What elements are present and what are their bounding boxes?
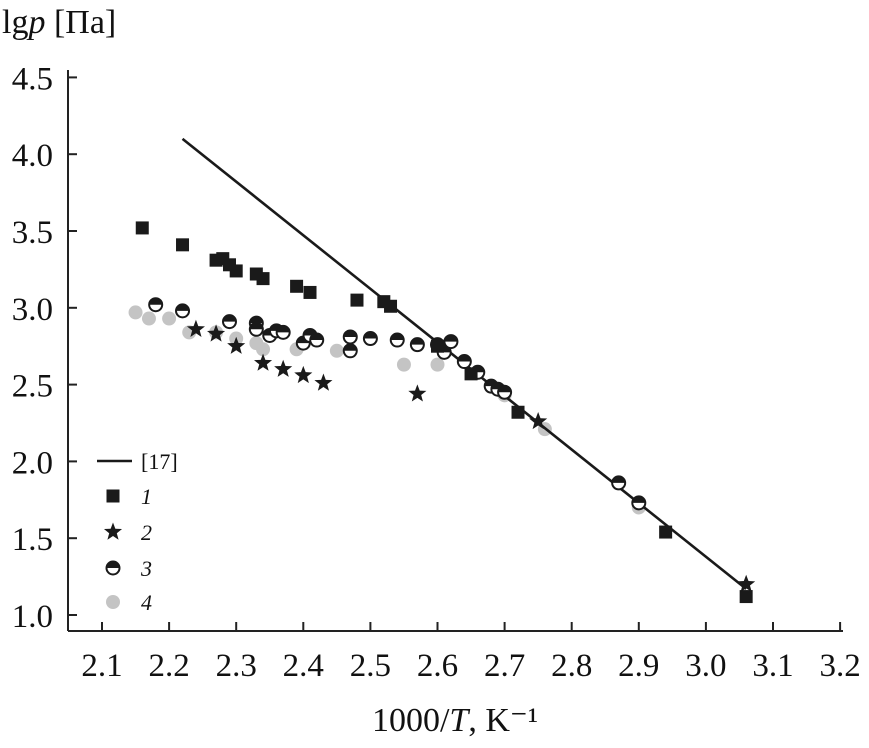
series-1-point — [290, 279, 304, 293]
series-2-point — [737, 574, 756, 592]
y-tick-label: 3.0 — [12, 292, 53, 328]
series-1-point — [229, 264, 243, 278]
series-1-point — [511, 405, 525, 419]
series-1-point — [431, 339, 444, 353]
series-4-point — [256, 342, 271, 357]
series-1-point — [135, 221, 149, 235]
x-tick-label: 2.3 — [216, 648, 257, 684]
plot-area — [128, 137, 756, 604]
legend-marker-swatch — [106, 489, 120, 503]
legend-label: 2 — [141, 520, 152, 545]
legend-marker-swatch — [103, 522, 123, 540]
x-tick-label: 2.5 — [350, 648, 391, 684]
series-1-point — [739, 590, 753, 604]
series-2-point — [227, 336, 246, 354]
series-1-group — [135, 221, 753, 604]
y-tick-label: 4.0 — [12, 138, 53, 174]
series-1-point — [350, 293, 364, 307]
x-axis-title: 1000/T, K⁻¹ — [372, 702, 538, 739]
legend-item: 4 — [106, 590, 152, 615]
series-4-group — [128, 305, 646, 515]
series-4-point — [430, 357, 445, 372]
series-3-point — [362, 331, 378, 347]
y-tick-label: 1.0 — [12, 599, 53, 635]
legend-item: 1 — [106, 484, 152, 509]
legend-marker-swatch — [106, 595, 120, 609]
series-1-point — [384, 299, 398, 313]
legend-label: 4 — [141, 590, 152, 615]
series-3-point — [611, 475, 627, 491]
y-tick-label: 2.0 — [12, 445, 53, 481]
series-3-point — [248, 321, 264, 337]
legend-label: [17] — [141, 449, 178, 474]
series-1-point — [303, 285, 317, 299]
series-3-point — [497, 384, 513, 400]
series-2-point — [529, 411, 548, 430]
x-tick-label: 2.4 — [283, 648, 324, 684]
series-2-point — [186, 319, 205, 337]
x-axis-ticks: 2.1 2.2 2.3 2.4 2.5 2.6 2.7 2.8 2.9 3.0 3.1 3.2 — [81, 622, 861, 684]
y-axis-ticks: 1.0 1.5 2.0 2.5 3.0 3.5 4.0 4.5 — [12, 61, 77, 635]
x-tick-label: 2.2 — [148, 648, 189, 684]
series-3-point — [175, 303, 191, 319]
series-3-point — [342, 343, 358, 359]
series-2-point — [207, 324, 226, 342]
axes — [67, 70, 843, 632]
y-tick-label: 2.5 — [12, 369, 53, 405]
y-tick-label: 4.5 — [12, 61, 53, 97]
series-2-point — [408, 384, 427, 402]
series-3-point — [389, 332, 405, 348]
series-1-point — [659, 525, 673, 539]
x-tick-label: 2.6 — [417, 648, 458, 684]
series-2-group — [186, 319, 756, 592]
legend-label: 1 — [141, 484, 152, 509]
legend-marker-swatch — [105, 560, 121, 576]
x-tick-label: 3.2 — [819, 648, 860, 684]
series-4-point — [141, 311, 156, 326]
series-3-point — [309, 332, 325, 348]
series-2-point — [254, 353, 273, 371]
series-4-point — [162, 311, 177, 326]
y-tick-label: 3.5 — [12, 215, 53, 251]
series-1-point — [464, 367, 478, 381]
series-3-point — [456, 354, 472, 370]
x-tick-label: 3.0 — [685, 648, 726, 684]
series-2-point — [274, 359, 293, 377]
legend-item: 2 — [103, 520, 152, 545]
series-4-point — [329, 343, 344, 358]
x-tick-label: 2.9 — [618, 648, 659, 684]
y-tick-label: 1.5 — [12, 522, 53, 558]
legend: [17] 1 2 3 4 — [97, 449, 178, 615]
series-3-point — [631, 495, 647, 511]
x-tick-label: 2.8 — [551, 648, 592, 684]
legend-item: [17] — [97, 449, 178, 474]
series-4-point — [128, 305, 143, 320]
x-tick-label: 2.1 — [81, 648, 122, 684]
series-3-point — [342, 329, 358, 345]
y-axis-title: lgp [Па] — [2, 4, 116, 41]
series-1-point — [256, 272, 270, 286]
series-1-point — [176, 238, 190, 252]
series-3-point — [221, 314, 237, 330]
series-2-point — [294, 365, 313, 384]
series-3-point — [148, 297, 164, 313]
series-3-group — [148, 297, 647, 511]
series-3-point — [409, 337, 425, 353]
series-4-point — [396, 357, 411, 372]
x-tick-label: 3.1 — [752, 648, 793, 684]
legend-label: 3 — [140, 556, 152, 581]
legend-item: 3 — [105, 556, 152, 581]
x-tick-label: 2.7 — [484, 648, 525, 684]
series-3-point — [443, 334, 459, 350]
series-3-point — [275, 324, 291, 340]
series-2-point — [314, 373, 333, 391]
